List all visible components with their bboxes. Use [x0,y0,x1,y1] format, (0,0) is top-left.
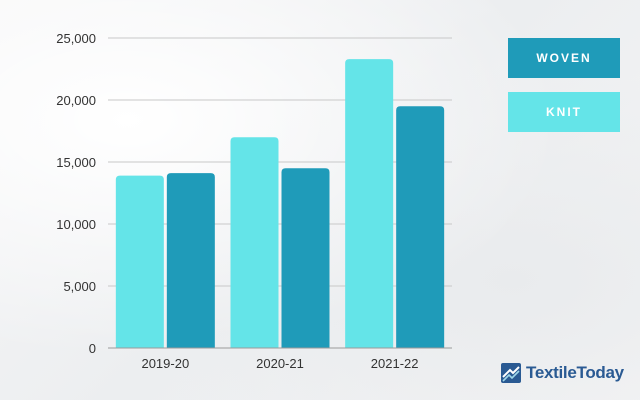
logo-text: TextileToday [526,363,624,382]
textile-today-logo-icon [501,363,521,383]
y-axis-tick-labels: 0 5,000 10,000 15,000 20,000 25,000 [56,31,96,356]
bar-woven-2021-22 [396,106,445,348]
grid-lines [108,37,452,287]
bar-knit-2019-20 [115,175,164,348]
y-tick-label: 15,000 [56,155,96,170]
y-tick-label: 10,000 [56,217,96,232]
y-tick-label: 25,000 [56,31,96,46]
bar-woven-2019-20 [166,173,215,348]
y-tick-label: 0 [89,341,96,356]
x-tick-label: 2019-20 [141,356,189,371]
legend-woven: WOVEN [508,38,620,78]
legend-knit: KNIT [508,92,620,132]
x-tick-label: 2020-21 [256,356,304,371]
x-axis-tick-labels: 2019-20 2020-21 2021-22 [141,356,418,371]
textile-today-logo: TextileToday [500,358,632,388]
bar-knit-2021-22 [345,59,394,348]
bar-knit-2020-21 [230,137,279,348]
y-tick-label: 5,000 [63,279,96,294]
bar-woven-2020-21 [281,168,330,348]
x-tick-label: 2021-22 [371,356,419,371]
y-tick-label: 20,000 [56,93,96,108]
bars [115,59,445,348]
